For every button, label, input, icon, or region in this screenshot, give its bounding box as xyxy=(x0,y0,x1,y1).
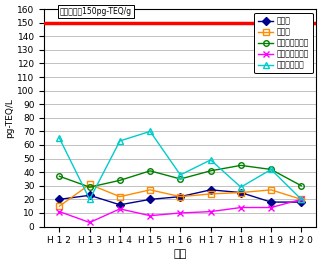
京浜運河千鳥町 xyxy=(58,175,62,178)
Text: 環境基準：150pg-TEQ/g: 環境基準：150pg-TEQ/g xyxy=(60,7,132,16)
東扇島防波堤西 xyxy=(299,198,303,201)
京浜運河扇町 xyxy=(299,198,303,201)
京浜運河千鳥町 xyxy=(239,164,243,167)
京浜運河扇町 xyxy=(239,186,243,189)
扇島沖 xyxy=(209,192,213,196)
東扇島防波堤西 xyxy=(178,211,182,215)
東扇島防波堤西 xyxy=(148,214,152,217)
京浜運河扇町 xyxy=(178,173,182,176)
京浜運河千鳥町 xyxy=(118,179,122,182)
扇島沖 xyxy=(88,183,91,186)
扇島沖 xyxy=(269,188,273,191)
浮島沖 xyxy=(269,201,273,204)
京浜運河千鳥町 xyxy=(269,168,273,171)
京浜運河千鳥町 xyxy=(88,186,91,189)
Line: 京浜運河扇町: 京浜運河扇町 xyxy=(57,129,304,202)
浮島沖 xyxy=(178,195,182,198)
扇島沖 xyxy=(299,198,303,201)
Legend: 浮島沖, 扇島沖, 京浜運河千鳥町, 東扇島防波堤西, 京浜運河扇町: 浮島沖, 扇島沖, 京浜運河千鳥町, 東扇島防波堤西, 京浜運河扇町 xyxy=(254,13,313,73)
扇島沖 xyxy=(148,188,152,191)
京浜運河千鳥町 xyxy=(209,169,213,173)
東扇島防波堤西 xyxy=(209,210,213,213)
Line: 東扇島防波堤西: 東扇島防波堤西 xyxy=(57,197,304,225)
X-axis label: 年度: 年度 xyxy=(174,249,187,259)
京浜運河千鳥町 xyxy=(299,184,303,187)
京浜運河扇町 xyxy=(209,158,213,162)
京浜運河扇町 xyxy=(269,168,273,171)
京浜運河扇町 xyxy=(88,198,91,201)
京浜運河扇町 xyxy=(58,136,62,140)
Y-axis label: pg-TEQ/L: pg-TEQ/L xyxy=(5,98,14,138)
浮島沖 xyxy=(148,198,152,201)
浮島沖 xyxy=(88,194,91,197)
東扇島防波堤西 xyxy=(239,206,243,209)
東扇島防波堤西 xyxy=(88,221,91,224)
東扇島防波堤西 xyxy=(58,210,62,213)
京浜運河扇町 xyxy=(118,139,122,143)
扇島沖 xyxy=(58,205,62,208)
浮島沖 xyxy=(209,188,213,191)
扇島沖 xyxy=(239,191,243,194)
浮島沖 xyxy=(58,198,62,201)
扇島沖 xyxy=(178,195,182,198)
Line: 浮島沖: 浮島沖 xyxy=(57,187,304,207)
Line: 京浜運河千鳥町: 京浜運河千鳥町 xyxy=(57,163,304,190)
京浜運河扇町 xyxy=(148,130,152,133)
扇島沖 xyxy=(118,195,122,198)
浮島沖 xyxy=(299,201,303,204)
京浜運河千鳥町 xyxy=(148,169,152,173)
Line: 扇島沖: 扇島沖 xyxy=(57,182,304,209)
浮島沖 xyxy=(239,191,243,194)
東扇島防波堤西 xyxy=(118,207,122,210)
東扇島防波堤西 xyxy=(269,206,273,209)
京浜運河千鳥町 xyxy=(178,177,182,180)
浮島沖 xyxy=(118,203,122,206)
